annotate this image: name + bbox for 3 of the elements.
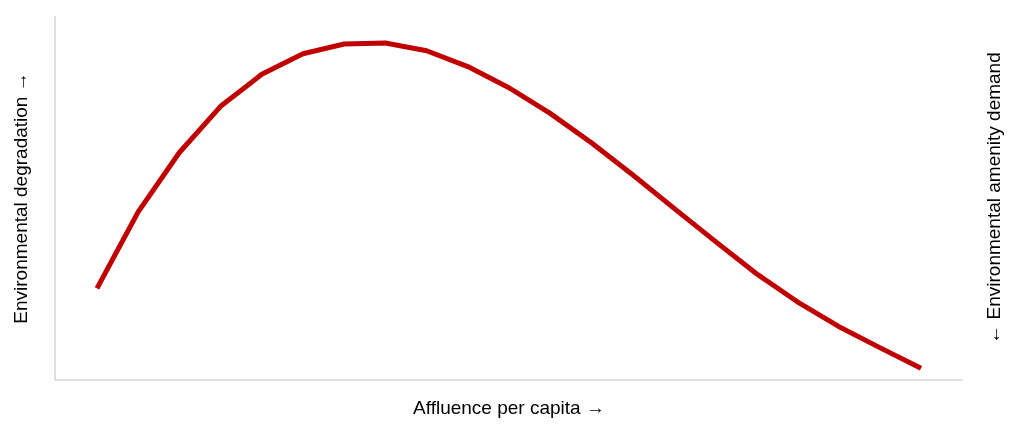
x-axis-title: Affluence per capita → xyxy=(413,397,605,418)
y-axis-title: Environmental degradation → xyxy=(9,72,31,324)
y2-axis-title: ← Environmental amenity demand xyxy=(982,52,1004,344)
